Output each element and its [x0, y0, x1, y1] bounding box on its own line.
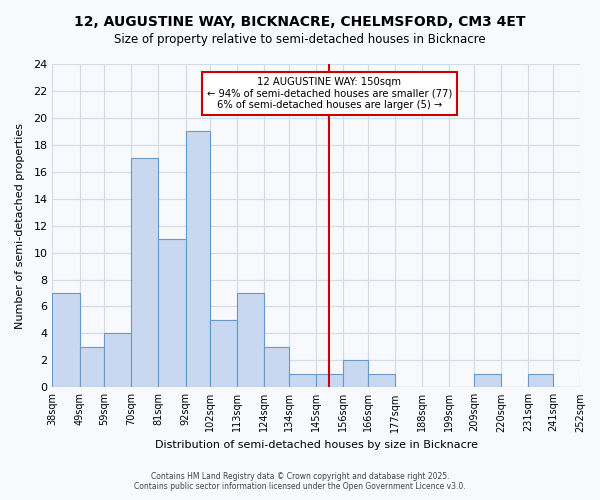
Bar	[580, 374, 600, 388]
Bar	[368, 374, 395, 388]
Bar	[474, 374, 501, 388]
Bar	[238, 293, 265, 388]
Bar	[52, 293, 80, 388]
Bar	[80, 347, 104, 388]
X-axis label: Distribution of semi-detached houses by size in Bicknacre: Distribution of semi-detached houses by …	[155, 440, 478, 450]
Bar	[131, 158, 158, 388]
Text: 12, AUGUSTINE WAY, BICKNACRE, CHELMSFORD, CM3 4ET: 12, AUGUSTINE WAY, BICKNACRE, CHELMSFORD…	[74, 15, 526, 29]
Bar	[158, 239, 185, 388]
Bar	[316, 374, 343, 388]
Text: 12 AUGUSTINE WAY: 150sqm
← 94% of semi-detached houses are smaller (77)
6% of se: 12 AUGUSTINE WAY: 150sqm ← 94% of semi-d…	[207, 77, 452, 110]
Bar	[185, 132, 210, 388]
Bar	[528, 374, 553, 388]
Text: Size of property relative to semi-detached houses in Bicknacre: Size of property relative to semi-detach…	[114, 32, 486, 46]
Bar	[265, 347, 289, 388]
Bar	[210, 320, 238, 388]
Text: Contains HM Land Registry data © Crown copyright and database right 2025.
Contai: Contains HM Land Registry data © Crown c…	[134, 472, 466, 491]
Bar	[343, 360, 368, 388]
Y-axis label: Number of semi-detached properties: Number of semi-detached properties	[15, 122, 25, 328]
Bar	[289, 374, 316, 388]
Bar	[104, 334, 131, 388]
